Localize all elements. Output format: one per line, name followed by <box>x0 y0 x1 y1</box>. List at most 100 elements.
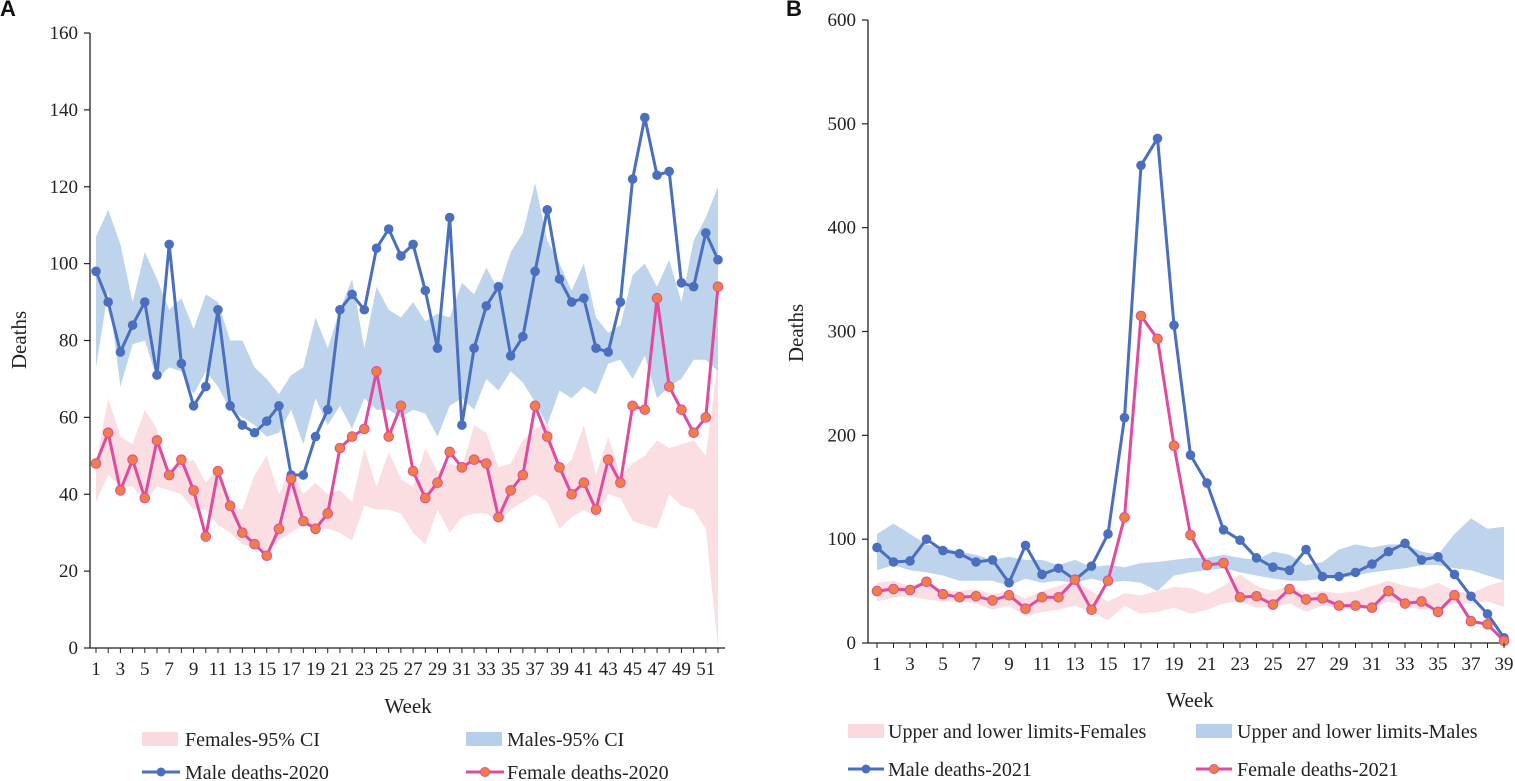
panel-a-point-male <box>701 228 711 238</box>
panel-a-point-female <box>224 500 236 512</box>
panel-a-point-male <box>542 205 553 215</box>
x-tick-label: 3 <box>116 659 126 680</box>
panel-b-point-female <box>1218 557 1229 569</box>
panel-a-point-male <box>591 343 601 353</box>
panel-a-point-female <box>639 404 651 415</box>
panel-b-point-male <box>1449 569 1460 580</box>
panel-b-point-male <box>905 556 915 566</box>
panel-b-point-female <box>1053 592 1064 603</box>
x-tick-label: 17 <box>282 659 301 680</box>
x-tick-label: 11 <box>1033 654 1051 675</box>
panel-a-point-male <box>664 166 675 177</box>
panel-a-y-axis-title: Deaths <box>7 311 31 369</box>
panel-a-point-male <box>493 281 504 292</box>
x-tick-label: 15 <box>257 659 276 680</box>
panel-a-point-male <box>249 427 260 438</box>
panel-b-point-female <box>1482 619 1493 630</box>
legend-label-females-ci: Females-95% CI <box>185 729 320 751</box>
legend-label-female-2020: Female deaths-2020 <box>507 762 669 781</box>
y-tick-label: 100 <box>50 254 79 275</box>
panel-b-point-male <box>1400 538 1410 549</box>
legend-label-males-limits: Upper and lower limits-Males <box>1237 721 1478 743</box>
panel-a-point-female <box>359 423 370 435</box>
panel-b-point-female <box>1366 602 1378 613</box>
y-tick-label: 120 <box>50 177 79 198</box>
panel-b-point-male <box>1251 553 1262 563</box>
panel-b-point-female <box>1119 512 1130 523</box>
panel-a-point-female <box>371 365 382 377</box>
legend-item-female-deaths-2021: Female deaths-2021 <box>1196 759 1399 781</box>
panel-a-point-female <box>419 492 431 504</box>
y-tick-label: 80 <box>59 331 78 352</box>
x-tick-label: 21 <box>330 659 349 680</box>
panel-a-point-male <box>432 343 443 353</box>
panel-a-x-ticks: 1 3 5 7 9 11 13 15 17 19 21 23 25 27 29 31 33 35 37 39 41 43 4… <box>91 648 719 680</box>
panel-b-point-female <box>1135 310 1147 322</box>
panel-a-point-female <box>90 458 102 469</box>
panel-a-point-female <box>493 512 504 523</box>
panel-a-point-female <box>212 465 224 477</box>
panel-b-point-female <box>1201 559 1213 571</box>
y-tick-label: 160 <box>50 23 79 44</box>
panel-a-point-male <box>615 297 626 307</box>
x-tick-label: 1 <box>91 659 101 680</box>
panel-a-point-male <box>444 212 455 223</box>
panel-b-point-female <box>1432 606 1444 618</box>
y-tick-label: 0 <box>69 638 79 659</box>
panel-a-point-male <box>408 239 418 250</box>
panel-a-point-female <box>115 485 126 496</box>
y-tick-label: 40 <box>59 484 78 505</box>
panel-b-point-female <box>871 585 883 597</box>
panel-b-point-male <box>1169 320 1179 331</box>
legend-item-males-limits: Upper and lower limits-Males <box>1196 721 1478 743</box>
x-tick-label: 5 <box>938 654 948 675</box>
panel-a-x-axis-title: Week <box>384 694 432 718</box>
panel-a-label: A <box>0 0 16 21</box>
x-tick-label: 47 <box>648 659 667 680</box>
panel-b-point-male <box>987 555 998 565</box>
panel-a-point-female <box>602 454 614 465</box>
x-tick-label: 37 <box>1462 654 1481 675</box>
panel-b-point-female <box>1300 594 1312 605</box>
legend-item-males-ci: Males-95% CI <box>466 729 624 751</box>
panel-a-point-male <box>164 239 174 250</box>
panel-b-point-male <box>1136 160 1146 171</box>
x-tick-label: 45 <box>623 659 642 680</box>
panel-b-y-axis-title: Deaths <box>784 304 808 362</box>
panel-b-label: B <box>786 0 802 21</box>
legend-item-female-deaths-2020: Female deaths-2020 <box>466 762 669 781</box>
panel-a-point-female <box>444 446 455 458</box>
panel-b-point-female <box>1333 600 1345 611</box>
legend-label-males-ci: Males-95% CI <box>507 729 624 751</box>
panel-a-point-male <box>274 401 284 411</box>
panel-a-point-female <box>554 462 565 473</box>
panel-a-point-male <box>188 401 199 411</box>
panel-a-point-male <box>383 224 394 234</box>
panel-b-point-male <box>1235 535 1245 546</box>
y-tick-label: 600 <box>828 10 857 31</box>
panel-a-point-female <box>188 485 199 496</box>
panel-b-point-female <box>954 592 965 603</box>
panel-b-point-male <box>1416 555 1427 565</box>
panel-a-point-male <box>127 320 138 330</box>
panel-b-point-male <box>1185 450 1196 460</box>
y-tick-label: 300 <box>828 322 857 343</box>
panel-b-point-female <box>1251 590 1262 602</box>
x-tick-label: 19 <box>1165 654 1184 675</box>
panel-b-point-male <box>1152 133 1163 144</box>
panel-b-point-female <box>1350 600 1361 611</box>
x-tick-label: 37 <box>526 659 545 680</box>
panel-a-point-female <box>163 469 175 481</box>
panel-b-point-male <box>1317 571 1328 582</box>
panel-b-point-male <box>921 534 932 544</box>
panel-b-point-female <box>1185 529 1196 541</box>
panel-a-point-female <box>627 400 638 412</box>
legend-marker-female-2021 <box>1209 764 1219 774</box>
legend-swatch-females-ci <box>142 732 178 746</box>
x-tick-label: 39 <box>1495 654 1514 675</box>
panel-b-point-male <box>1103 529 1113 539</box>
panel-b-legend: Upper and lower limits-Females Upper and… <box>848 721 1478 781</box>
panel-a-point-male <box>91 266 101 277</box>
panel-a-point-female <box>541 431 553 442</box>
